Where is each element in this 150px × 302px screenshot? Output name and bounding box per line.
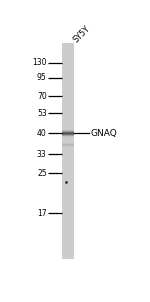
Text: 70: 70	[37, 92, 47, 101]
Text: 53: 53	[37, 109, 47, 118]
Text: GNAQ: GNAQ	[91, 129, 118, 138]
Text: 130: 130	[32, 59, 47, 67]
Text: 17: 17	[37, 209, 47, 218]
Text: 40: 40	[37, 129, 47, 138]
Text: 95: 95	[37, 73, 47, 82]
Text: 25: 25	[37, 169, 47, 178]
Bar	[62, 43, 74, 259]
Text: SY5Y: SY5Y	[72, 24, 92, 44]
Text: 33: 33	[37, 150, 47, 159]
